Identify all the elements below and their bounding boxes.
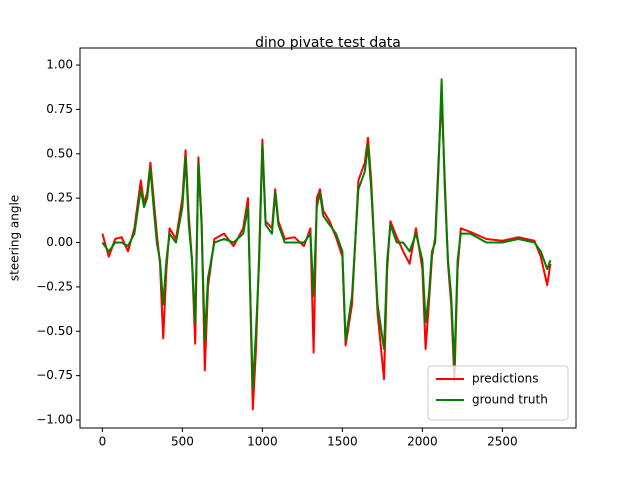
y-tick-label: 1.00 bbox=[46, 58, 73, 72]
y-tick-label: −0.75 bbox=[36, 368, 73, 382]
y-tick-label: 0.75 bbox=[46, 102, 73, 116]
y-tick-label: 0.25 bbox=[46, 191, 73, 205]
legend: predictions ground truth bbox=[427, 365, 569, 421]
data-line bbox=[101, 78, 552, 390]
x-tick-label: 1500 bbox=[327, 435, 358, 449]
y-tick-label: 0.00 bbox=[46, 235, 73, 249]
x-tick-label: 1000 bbox=[247, 435, 278, 449]
y-tick-label: −1.00 bbox=[36, 413, 73, 427]
x-tick-label: 2500 bbox=[487, 435, 518, 449]
plot-frame bbox=[79, 47, 577, 429]
y-tick-label: 0.50 bbox=[46, 146, 73, 160]
x-tick-label: 0 bbox=[99, 435, 107, 449]
legend-label: predictions bbox=[472, 372, 538, 386]
data-line bbox=[101, 95, 552, 411]
y-tick-label: −0.50 bbox=[36, 324, 73, 338]
legend-label: ground truth bbox=[472, 393, 548, 407]
x-tick-label: 500 bbox=[171, 435, 194, 449]
y-tick-label: −0.25 bbox=[36, 279, 73, 293]
x-tick-label: 2000 bbox=[407, 435, 438, 449]
y-axis-label: steering angle bbox=[8, 195, 22, 281]
chart-title: dino pivate test data bbox=[255, 35, 401, 51]
